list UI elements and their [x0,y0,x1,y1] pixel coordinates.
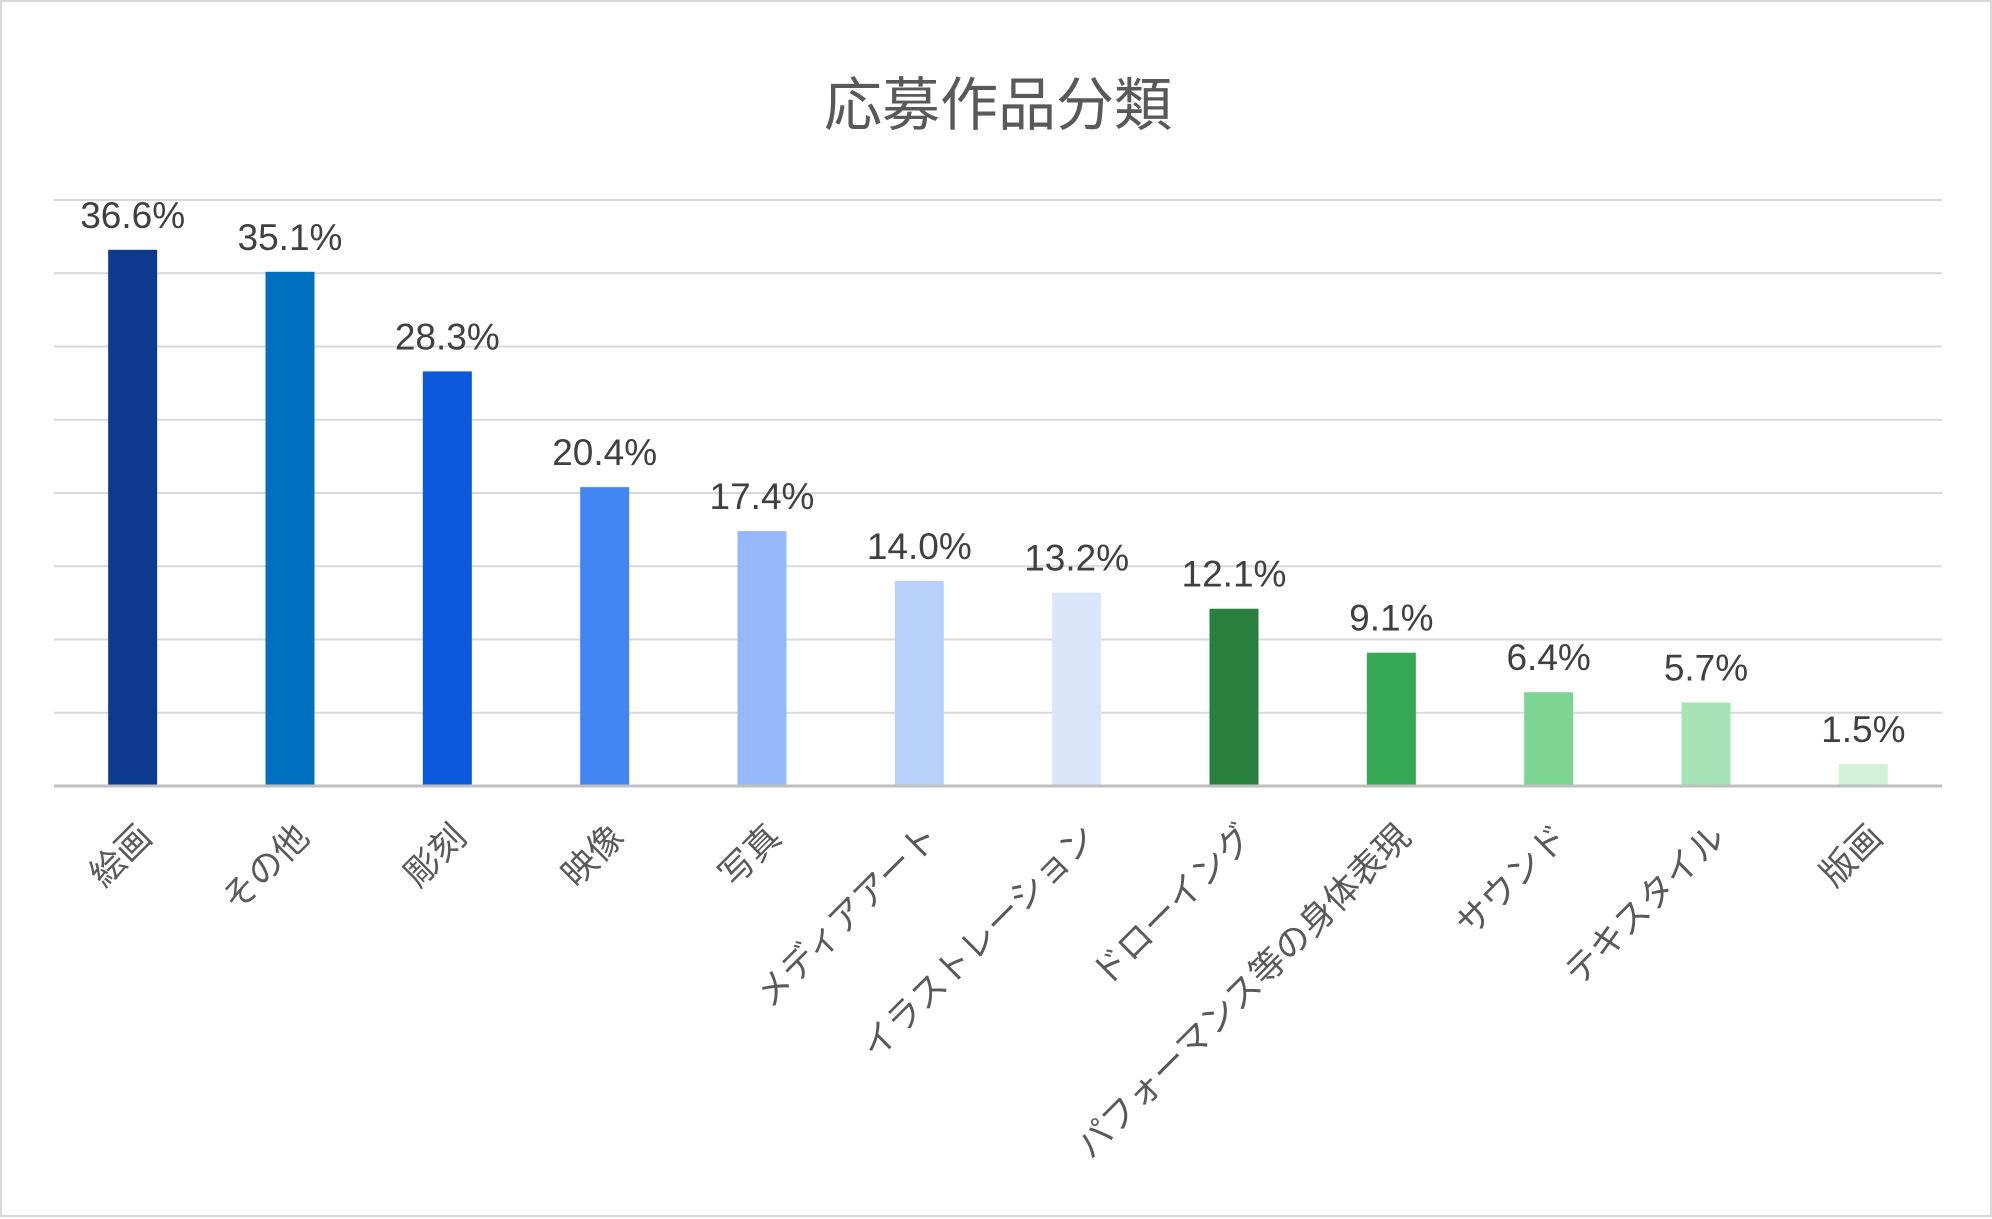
category-label: 映像 [554,817,632,895]
bars [108,249,1888,786]
bar [737,531,787,786]
data-label: 35.1% [238,217,343,258]
category-label: その他 [215,817,318,920]
data-label: 13.2% [1024,538,1129,579]
data-label: 28.3% [395,316,500,357]
bar [1366,652,1416,786]
data-label: 17.4% [710,476,815,517]
bar [1838,764,1888,786]
category-label: サウンド [1449,817,1576,944]
bar [1052,592,1102,786]
category-label: 絵画 [82,817,160,895]
data-label: 9.1% [1349,598,1433,639]
data-label: 36.6% [80,195,185,236]
category-label: 版画 [1813,817,1891,895]
bar [108,249,158,786]
data-label: 12.1% [1182,554,1287,595]
category-label: 彫刻 [397,817,475,895]
gridlines [54,199,1942,714]
data-label: 6.4% [1506,637,1590,678]
bar [1681,702,1731,786]
bar [580,487,630,786]
data-label: 20.4% [552,432,657,473]
category-label: テキスタイル [1557,817,1733,993]
category-labels: 絵画 その他 彫刻 映像 写真メディアアートイラストレーションドローイングパフォーマンス… [82,817,1890,1167]
bar [422,371,472,786]
data-label: 14.0% [867,526,972,567]
bar [1209,608,1259,786]
category-label: ドローイング [1085,817,1262,994]
category-label: 写真 [712,817,790,895]
category-label: パフォーマンス等の身体表現 [1069,817,1419,1167]
data-label: 5.7% [1664,647,1748,688]
data-label: 1.5% [1821,709,1905,750]
bar [894,580,944,786]
bar [265,271,315,786]
data-labels: 36.6% 35.1% 28.3% 20.4% 17.4% 14.0% 13.2% 12.1%… [80,195,1905,750]
bar [1524,692,1574,786]
chart-title: 応募作品分類 [823,71,1172,139]
